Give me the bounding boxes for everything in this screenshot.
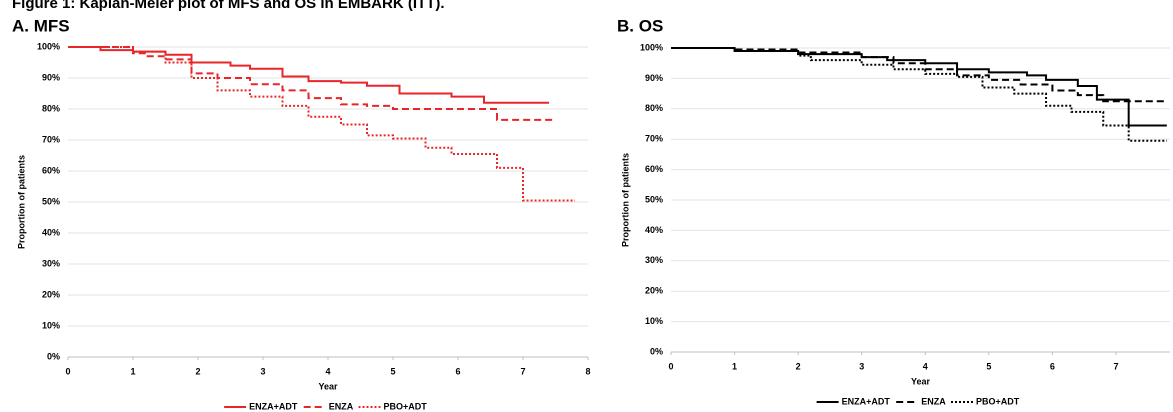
legend-label: ENZA xyxy=(329,401,354,411)
x-tick-label: 7 xyxy=(520,366,525,376)
y-tick-label: 10% xyxy=(42,320,60,330)
x-tick-label: 3 xyxy=(260,366,265,376)
y-tick-label: 90% xyxy=(645,73,663,83)
legend-label: ENZA+ADT xyxy=(249,401,298,411)
x-axis-label: Year xyxy=(911,376,931,386)
x-tick-label: 6 xyxy=(1050,361,1055,371)
y-tick-label: 80% xyxy=(645,103,663,113)
y-tick-label: 90% xyxy=(42,72,60,82)
y-tick-label: 0% xyxy=(650,346,663,356)
y-tick-label: 60% xyxy=(42,165,60,175)
y-tick-label: 30% xyxy=(42,258,60,268)
y-tick-label: 40% xyxy=(42,227,60,237)
x-axis-label: Year xyxy=(318,381,338,391)
y-axis-label: Proportion of patients xyxy=(16,155,26,249)
km-curve xyxy=(671,47,1167,142)
y-tick-label: 50% xyxy=(645,194,663,204)
x-tick-label: 0 xyxy=(668,361,673,371)
figure-title: Figure 1: Kaplan-Meier plot of MFS and O… xyxy=(12,0,445,12)
y-tick-label: 10% xyxy=(645,316,663,326)
legend-label: ENZA+ADT xyxy=(842,396,891,406)
panel-title: B. OS xyxy=(617,16,663,35)
y-tick-label: 0% xyxy=(47,351,60,361)
x-tick-label: 3 xyxy=(859,361,864,371)
x-tick-label: 5 xyxy=(390,366,395,376)
km-curve xyxy=(68,46,575,202)
panel: B. OS 0% 10% 20% 30% 40% 50% 60% 70% 80% 90% 100% 0 1… xyxy=(617,16,1170,406)
y-tick-label: 70% xyxy=(42,134,60,144)
x-tick-label: 8 xyxy=(585,366,590,376)
y-axis-label: Proportion of patients xyxy=(620,153,630,247)
y-tick-label: 20% xyxy=(645,286,663,296)
legend-label: PBO+ADT xyxy=(976,396,1020,406)
y-tick-label: 50% xyxy=(42,196,60,206)
km-curve xyxy=(671,47,1167,103)
panel: A. MFS 0% 10% 20% 30% 40% 50% 60% 70% 80% 90% 100% 0… xyxy=(12,16,591,411)
y-tick-label: 30% xyxy=(645,255,663,265)
x-tick-label: 1 xyxy=(732,361,737,371)
x-tick-label: 1 xyxy=(130,366,135,376)
y-tick-label: 100% xyxy=(640,42,663,52)
x-tick-label: 4 xyxy=(325,366,330,376)
y-tick-label: 20% xyxy=(42,289,60,299)
x-tick-label: 5 xyxy=(986,361,991,371)
x-tick-label: 6 xyxy=(455,366,460,376)
km-curve xyxy=(68,46,556,121)
y-tick-label: 70% xyxy=(645,134,663,144)
km-curve xyxy=(671,47,1167,127)
y-tick-label: 40% xyxy=(645,225,663,235)
legend-label: PBO+ADT xyxy=(384,401,428,411)
y-tick-label: 60% xyxy=(645,164,663,174)
x-tick-label: 0 xyxy=(65,366,70,376)
x-tick-label: 2 xyxy=(195,366,200,376)
x-tick-label: 7 xyxy=(1113,361,1118,371)
x-tick-label: 2 xyxy=(796,361,801,371)
y-tick-label: 100% xyxy=(37,41,60,51)
y-tick-label: 80% xyxy=(42,103,60,113)
legend-label: ENZA xyxy=(921,396,946,406)
x-tick-label: 4 xyxy=(923,361,928,371)
panel-title: A. MFS xyxy=(12,16,70,35)
